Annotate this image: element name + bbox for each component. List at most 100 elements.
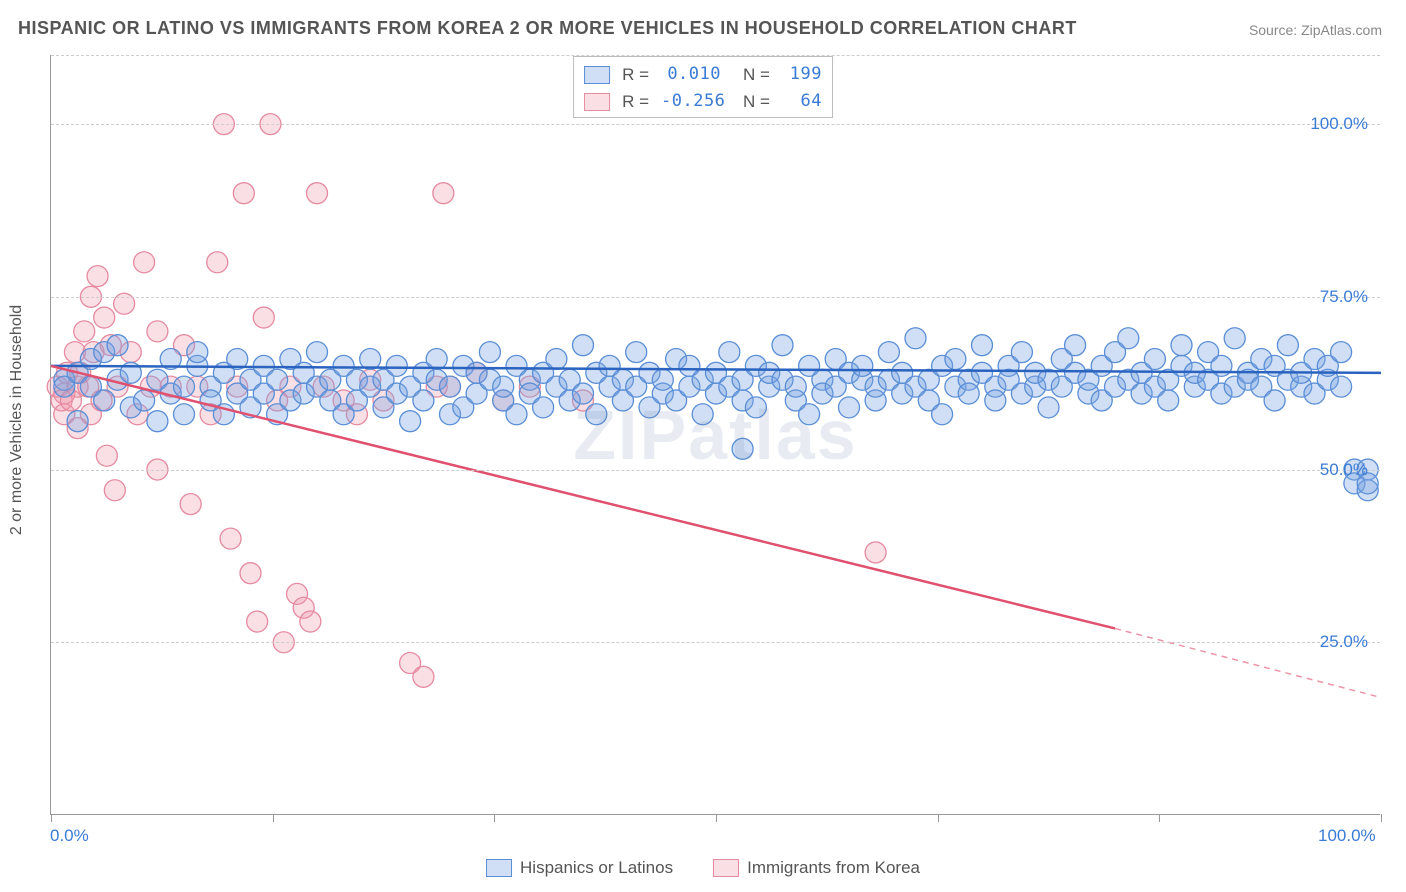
data-point <box>267 369 288 390</box>
data-point <box>878 342 899 363</box>
y-tick-label: 25.0% <box>1320 632 1368 652</box>
series-legend-item: Immigrants from Korea <box>713 858 920 878</box>
data-point <box>652 369 673 390</box>
data-point <box>147 321 168 342</box>
data-point <box>104 480 125 501</box>
data-point <box>400 411 421 432</box>
legend-swatch <box>584 66 610 84</box>
data-point <box>96 445 117 466</box>
source-credit: Source: ZipAtlas.com <box>1249 22 1382 38</box>
source-name: ZipAtlas.com <box>1301 22 1382 38</box>
y-axis-title: 2 or more Vehicles in Household <box>8 305 26 535</box>
legend-swatch <box>486 859 512 877</box>
r-value: 0.010 <box>661 61 721 88</box>
chart-plot-area: ZIPatlas 25.0%50.0%75.0%100.0% <box>50 55 1380 815</box>
data-point <box>107 335 128 356</box>
data-point <box>932 404 953 425</box>
data-point <box>67 411 88 432</box>
chart-title: HISPANIC OR LATINO VS IMMIGRANTS FROM KO… <box>18 18 1077 39</box>
x-tick <box>1159 814 1160 822</box>
data-point <box>1158 390 1179 411</box>
scatter-plot-svg <box>51 55 1381 815</box>
data-point <box>233 183 254 204</box>
data-point <box>785 376 806 397</box>
data-point <box>506 404 527 425</box>
data-point <box>745 397 766 418</box>
data-point <box>74 321 95 342</box>
data-point <box>573 335 594 356</box>
r-label: R = <box>622 61 649 88</box>
data-point <box>732 438 753 459</box>
legend-swatch <box>584 93 610 111</box>
data-point <box>1277 335 1298 356</box>
data-point <box>307 342 328 363</box>
data-point <box>839 397 860 418</box>
data-point <box>852 355 873 376</box>
data-point <box>865 542 886 563</box>
data-point <box>626 342 647 363</box>
data-point <box>253 307 274 328</box>
y-tick-label: 100.0% <box>1310 114 1368 134</box>
data-point <box>207 252 228 273</box>
data-point <box>972 335 993 356</box>
gridline <box>51 297 1380 298</box>
data-point <box>240 563 261 584</box>
series-legend: Hispanics or Latinos Immigrants from Kore… <box>486 858 920 878</box>
data-point <box>586 404 607 425</box>
data-point <box>692 404 713 425</box>
data-point <box>220 528 241 549</box>
n-label: N = <box>743 88 770 115</box>
data-point <box>300 611 321 632</box>
data-point <box>772 335 793 356</box>
series-legend-item: Hispanics or Latinos <box>486 858 673 878</box>
data-point <box>985 390 1006 411</box>
data-point <box>1065 335 1086 356</box>
data-point <box>307 183 328 204</box>
data-point <box>1038 397 1059 418</box>
gridline <box>51 124 1380 125</box>
y-tick-label: 75.0% <box>1320 287 1368 307</box>
data-point <box>1118 328 1139 349</box>
data-point <box>1171 335 1192 356</box>
data-point <box>433 183 454 204</box>
x-tick-label: 100.0% <box>1318 826 1376 846</box>
data-point <box>87 266 108 287</box>
x-tick <box>51 814 52 822</box>
data-point <box>413 666 434 687</box>
gridline <box>51 642 1380 643</box>
legend-row: R = -0.256 N = 64 <box>584 88 822 115</box>
data-point <box>1224 328 1245 349</box>
data-point <box>1264 390 1285 411</box>
data-point <box>440 376 461 397</box>
data-point <box>94 307 115 328</box>
x-tick-label: 0.0% <box>50 826 89 846</box>
series-legend-label: Immigrants from Korea <box>747 858 920 878</box>
data-point <box>187 342 208 363</box>
n-value: 199 <box>782 61 822 88</box>
x-tick <box>1381 814 1382 822</box>
data-point <box>533 397 554 418</box>
r-value: -0.256 <box>661 88 721 115</box>
n-value: 64 <box>782 88 822 115</box>
data-point <box>174 376 195 397</box>
data-point <box>573 383 594 404</box>
data-point <box>493 376 514 397</box>
r-label: R = <box>622 88 649 115</box>
data-point <box>1144 349 1165 370</box>
x-tick <box>938 814 939 822</box>
data-point <box>479 342 500 363</box>
data-point <box>134 390 155 411</box>
x-tick <box>494 814 495 822</box>
data-point <box>1331 376 1352 397</box>
data-point <box>1331 342 1352 363</box>
x-tick <box>273 814 274 822</box>
data-point <box>1011 342 1032 363</box>
source-label: Source: <box>1249 22 1297 38</box>
data-point <box>147 411 168 432</box>
data-point <box>247 611 268 632</box>
data-point <box>799 404 820 425</box>
legend-row: R =0.010N =199 <box>584 61 822 88</box>
data-point <box>413 390 434 411</box>
data-point <box>386 355 407 376</box>
y-tick-label: 50.0% <box>1320 460 1368 480</box>
